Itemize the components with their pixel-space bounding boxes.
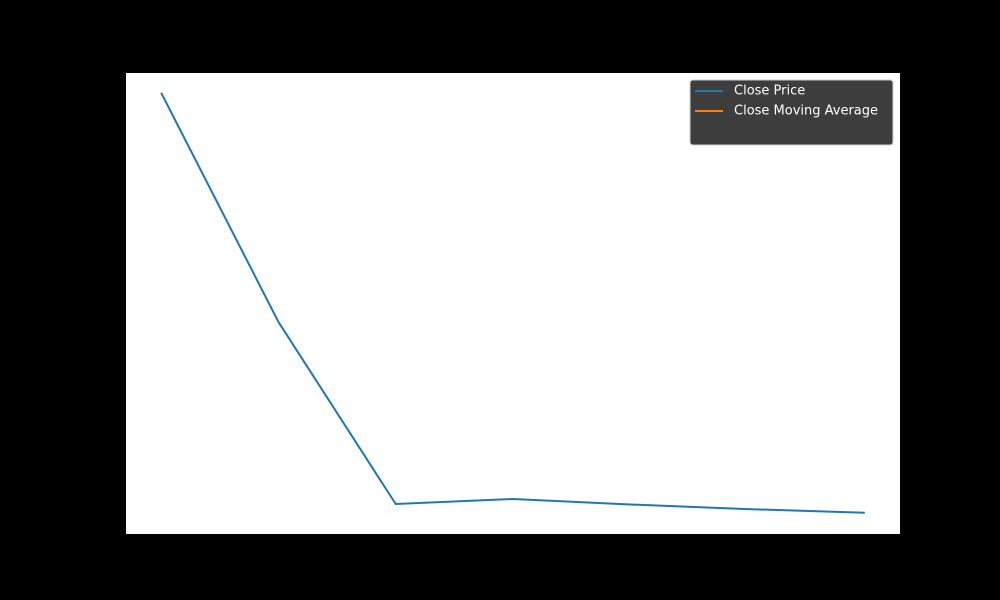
legend-label: Close Price [734,84,805,99]
plot-area [126,73,900,534]
series-line [160,92,865,514]
legend-label: Close Moving Average [734,104,878,119]
legend-box [689,79,894,146]
